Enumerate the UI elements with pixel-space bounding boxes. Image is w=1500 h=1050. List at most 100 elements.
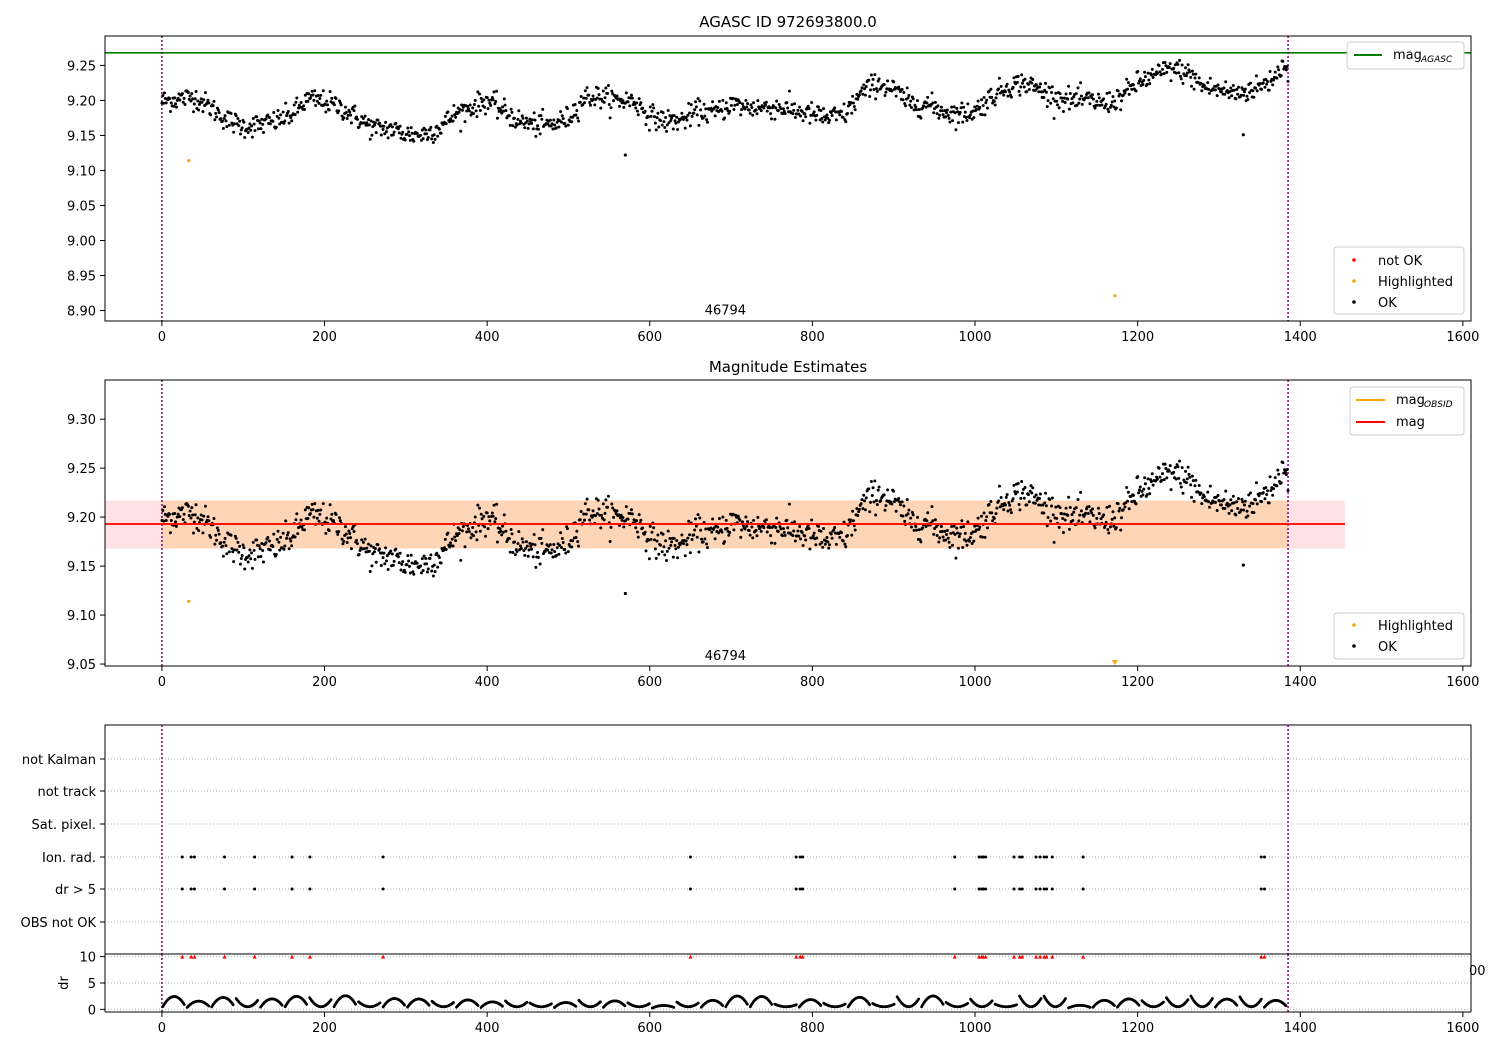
ok-point (1239, 508, 1243, 512)
ok-point (902, 90, 906, 94)
ok-point (989, 87, 993, 91)
ok-point (536, 127, 540, 131)
ok-point (626, 517, 630, 521)
ok-point (559, 120, 563, 124)
ok-point (467, 530, 471, 534)
ok-point (870, 494, 874, 498)
ok-point (705, 546, 709, 550)
ok-point (389, 123, 393, 127)
ok-point (549, 551, 553, 555)
flag-point (381, 887, 385, 891)
flag-point (1050, 855, 1054, 859)
flag-point (977, 887, 981, 891)
ok-point (624, 91, 628, 95)
ok-point (1222, 86, 1226, 90)
ok-point (1190, 474, 1194, 478)
ok-point (639, 518, 643, 522)
ok-point (524, 116, 528, 120)
dr-point (1162, 1000, 1165, 1004)
ok-point (1155, 477, 1159, 481)
ok-point (296, 110, 300, 114)
ok-point (1165, 476, 1169, 480)
ok-point (649, 537, 653, 541)
ok-point (365, 546, 369, 550)
ok-point (747, 108, 751, 112)
ok-point (1199, 81, 1203, 85)
ok-point (1042, 95, 1046, 99)
ok-point (965, 543, 969, 547)
ok-point (501, 109, 505, 113)
ok-point (635, 519, 639, 523)
ok-point (982, 511, 986, 515)
ok-point (903, 519, 907, 523)
ok-point (945, 532, 949, 536)
ok-point (829, 111, 833, 115)
ok-point (313, 89, 317, 93)
ok-point (306, 517, 310, 521)
ok-point (720, 530, 724, 534)
ok-point (293, 535, 297, 539)
flag-point (189, 887, 193, 891)
ok-point (251, 540, 255, 544)
ok-point (1143, 70, 1147, 74)
ok-point (193, 513, 197, 517)
ok-point (820, 116, 824, 120)
ok-point (1173, 465, 1177, 469)
ok-point (240, 554, 244, 558)
ok-point (560, 114, 564, 118)
ok-point (1025, 503, 1029, 507)
ok-point (267, 539, 271, 543)
ok-point (578, 518, 582, 522)
ok-point (526, 554, 530, 558)
ok-point (601, 89, 605, 93)
ok-point (221, 554, 225, 558)
ok-point (467, 109, 471, 113)
ok-point (671, 127, 675, 131)
ok-point (1045, 524, 1049, 528)
ok-point (1105, 91, 1109, 95)
ok-point (783, 112, 787, 116)
ok-point (1060, 512, 1064, 516)
ok-point (1155, 71, 1159, 75)
ok-point (619, 513, 623, 517)
dr-point (672, 1005, 676, 1009)
flag-row-label: Sat. pixel. (32, 818, 96, 833)
ok-point (357, 125, 361, 129)
ok-point (412, 139, 416, 143)
flag-point (1012, 855, 1016, 859)
ok-point (1061, 99, 1065, 103)
ok-point (1200, 502, 1204, 506)
ok-point (1091, 507, 1095, 511)
ok-point (534, 134, 538, 138)
ok-point (398, 551, 402, 555)
ok-point (636, 113, 640, 117)
ok-point (933, 518, 937, 522)
dr-over-limit-marker (1038, 954, 1043, 959)
ok-point (948, 545, 952, 549)
ok-point (398, 124, 402, 128)
ok-point (499, 529, 503, 533)
ok-point (221, 119, 225, 123)
x-tick-label: 400 (475, 675, 500, 690)
ok-point (1046, 515, 1050, 519)
ok-point (1079, 94, 1083, 98)
ok-point (550, 548, 554, 552)
ok-point (516, 117, 520, 121)
ok-point (1031, 486, 1035, 490)
y-tick-label: 0 (88, 1003, 96, 1018)
ok-point (548, 118, 552, 122)
ok-point (219, 541, 223, 545)
ok-point (1127, 92, 1131, 96)
ok-point (962, 105, 966, 109)
ok-point (1184, 74, 1188, 78)
ok-point (764, 518, 768, 522)
ok-point (181, 100, 185, 104)
ok-point (909, 516, 913, 520)
ok-point (271, 119, 275, 123)
ok-point (577, 119, 581, 123)
ok-point (466, 527, 470, 531)
legend-label: Highlighted (1378, 619, 1453, 634)
ok-point (781, 527, 785, 531)
